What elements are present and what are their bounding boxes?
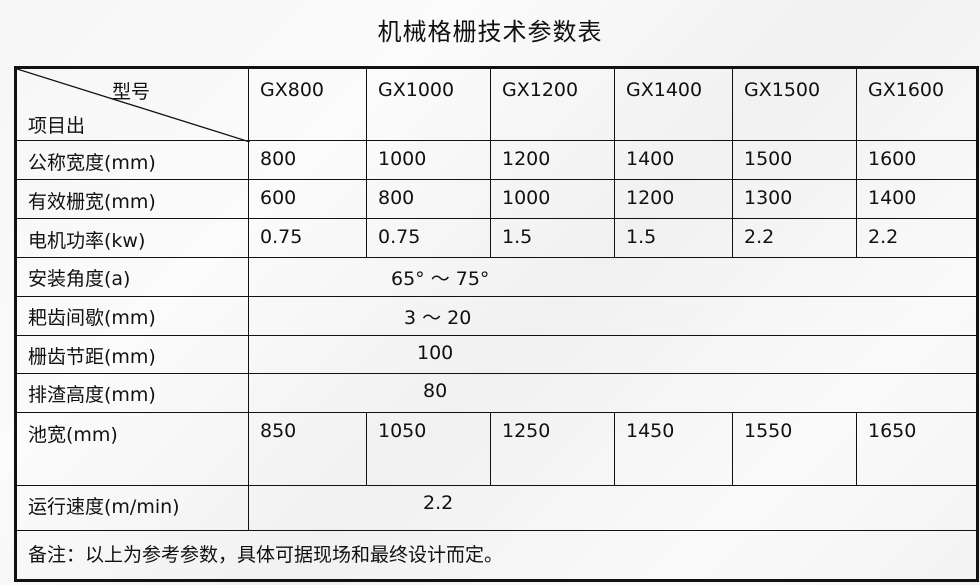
cell: 1000 [490,179,615,219]
table-row: 安装角度(a) 65° ～ 75° [15,257,978,297]
model-header: GX1000 [366,67,491,141]
cell: 1500 [732,140,857,180]
cell: 1.5 [614,218,733,258]
table-row: 池宽(mm) 850 1050 1250 1450 1550 1650 [15,412,978,486]
cell: 1550 [732,412,857,486]
note: 备注：以上为参考参数，具体可据现场和最终设计而定。 [15,530,978,581]
table-row: 栅齿节距(mm) 100 [15,335,978,374]
table-row: 有效栅宽(mm) 600 800 1000 1200 1300 1400 [15,179,978,219]
cell: 850 [248,412,367,486]
cell: 1300 [732,179,857,219]
cell: 1450 [614,412,733,486]
model-header: GX1400 [614,67,733,141]
cell: 600 [248,179,367,219]
page-title: 机械格栅技术参数表 [377,18,603,46]
cell: 1.5 [490,218,615,258]
parameter-table: 型号 项目出 GX800 GX1000 GX1200 GX1400 GX1500… [14,66,979,582]
cell: 800 [248,140,367,180]
cell: 0.75 [248,218,367,258]
row-label: 耙齿间歇(mm) [15,296,249,336]
cell: 1200 [614,179,733,219]
row-label: 运行速度(m/min) [15,485,249,531]
merged-cell: 3 ～ 20 [248,296,978,336]
item-label: 项目出 [28,115,86,137]
table-row: 公称宽度(mm) 800 1000 1200 1400 1500 1600 [15,140,978,180]
cell: 1600 [856,140,978,180]
model-label: 型号 [112,81,151,103]
row-label: 安装角度(a) [15,257,249,297]
row-label: 栅齿节距(mm) [15,335,249,374]
merged-cell: 80 [248,373,978,413]
diagonal-header-cell: 型号 项目出 [15,67,250,142]
diagonal-line [17,69,250,142]
cell: 1200 [490,140,615,180]
table-row: 排渣高度(mm) 80 [15,373,978,413]
table-row: 运行速度(m/min) 2.2 [15,485,978,531]
table-row: 耙齿间歇(mm) 3 ～ 20 [15,296,978,336]
table-row: 电机功率(kw) 0.75 0.75 1.5 1.5 2.2 2.2 [15,218,978,258]
row-label: 有效栅宽(mm) [15,179,249,219]
merged-cell: 2.2 [248,485,978,531]
cell: 1400 [614,140,733,180]
cell: 1250 [490,412,615,486]
merged-cell: 100 [248,335,978,374]
cell: 1050 [366,412,491,486]
model-header: GX1200 [490,67,615,141]
cell: 1650 [856,412,978,486]
model-header: GX1500 [732,67,857,141]
row-label: 排渣高度(mm) [15,373,249,413]
cell: 2.2 [856,218,978,258]
cell: 1400 [856,179,978,219]
cell: 0.75 [366,218,491,258]
model-header: GX1600 [856,67,978,141]
row-label: 公称宽度(mm) [15,140,249,180]
cell: 1000 [366,140,491,180]
header-row: 型号 项目出 GX800 GX1000 GX1200 GX1400 GX1500… [15,67,978,142]
model-header: GX800 [248,67,367,141]
merged-cell: 65° ～ 75° [248,257,978,297]
row-label: 池宽(mm) [15,412,249,486]
note-row: 备注：以上为参考参数，具体可据现场和最终设计而定。 [15,530,978,581]
cell: 2.2 [732,218,857,258]
cell: 800 [366,179,491,219]
row-label: 电机功率(kw) [15,218,249,258]
